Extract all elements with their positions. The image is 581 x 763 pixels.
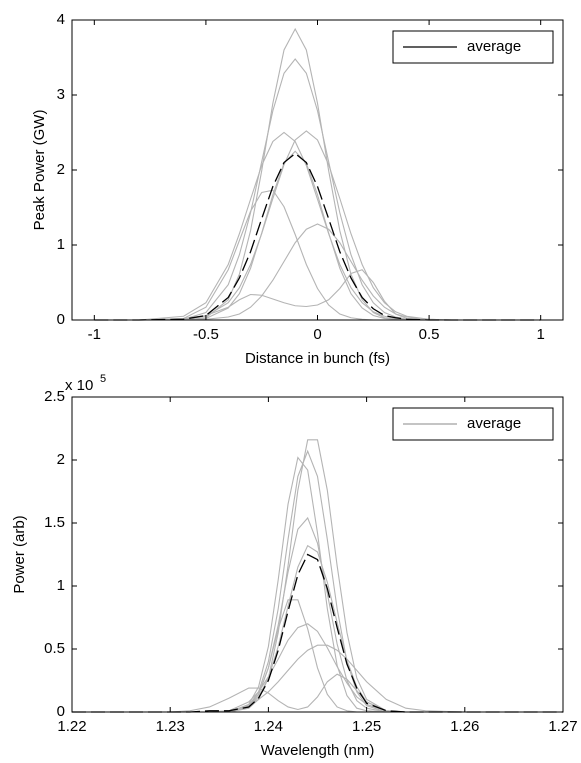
sample-line [72,456,563,713]
y-tick-label: 4 [57,11,65,28]
y-tick-label: 1 [57,577,65,594]
axes-box [71,19,564,321]
x-tick-label: 0.5 [419,326,440,343]
x-axis-label: Wavelength (nm) [261,742,375,759]
x-tick-label: 1.27 [548,718,577,735]
x-tick-label: 1.22 [57,718,86,735]
sample-line [94,130,541,321]
y-scale-exponent: 5 [100,373,106,385]
legend-label: average [467,415,521,432]
sample-line [94,58,541,321]
y-axis-label: Peak Power (GW) [31,110,48,231]
sample-line [72,599,563,713]
sample-line [94,189,541,321]
y-tick-label: 1 [57,236,65,253]
sample-line [72,449,563,713]
y-tick-label: 2 [57,161,65,178]
y-tick-label: 2.5 [44,388,65,405]
sample-line [72,644,563,713]
x-axis-label: Distance in bunch (fs) [245,350,390,367]
y-tick-label: 1.5 [44,514,65,531]
x-tick-label: -1 [88,326,101,343]
sample-line [94,223,541,321]
x-tick-label: 0 [313,326,321,343]
x-tick-label: 1 [537,326,545,343]
x-tick-label: 1.24 [254,718,283,735]
axes-box [71,396,564,713]
sample-line [72,673,563,713]
average-line [94,152,541,321]
x-tick-label: -0.5 [193,326,219,343]
x-tick-label: 1.25 [352,718,381,735]
sample-line [72,516,563,713]
y-tick-label: 0 [57,703,65,720]
y-tick-label: 2 [57,451,65,468]
sample-line [94,269,541,321]
sample-line [72,439,563,713]
sample-line [72,544,563,713]
average-line [72,553,563,713]
y-tick-label: 3 [57,86,65,103]
y-tick-label: 0 [57,311,65,328]
y-axis-label: Power (arb) [11,515,28,593]
y-scale-label: x 10 [65,377,93,394]
y-tick-label: 0.5 [44,640,65,657]
x-tick-label: 1.23 [156,718,185,735]
sample-line [94,131,541,321]
sample-line [94,27,541,321]
legend-label: average [467,38,521,55]
sample-line [94,150,541,321]
x-tick-label: 1.26 [450,718,479,735]
